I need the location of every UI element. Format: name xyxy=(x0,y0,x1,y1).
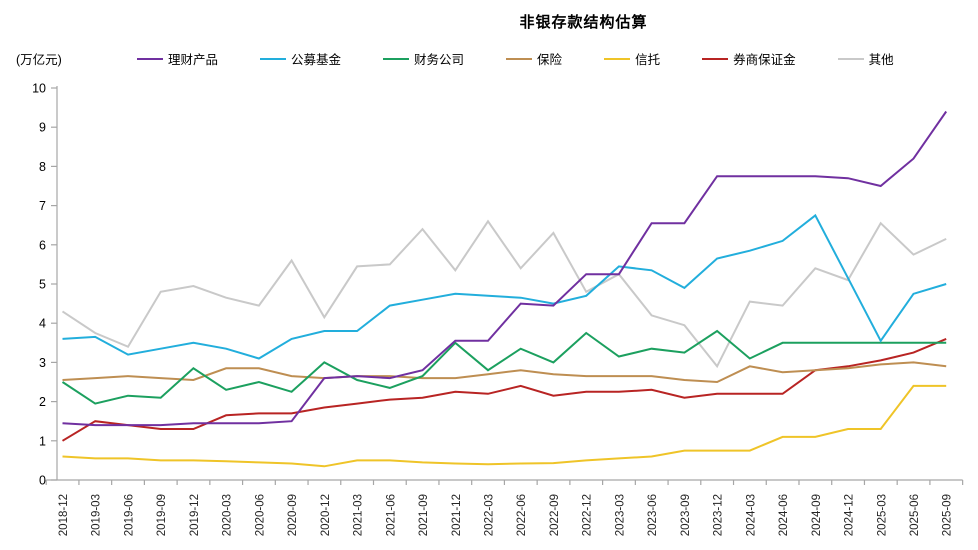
x-tick-label: 2019-03 xyxy=(91,494,103,536)
series-line-理财产品 xyxy=(62,110,948,427)
x-tick-label: 2019-06 xyxy=(123,494,135,536)
x-tick-label: 2022-12 xyxy=(582,494,594,536)
series-line-其他 xyxy=(61,219,947,369)
series-line-信托 xyxy=(62,384,947,468)
x-tick-label: 2023-03 xyxy=(614,494,626,536)
x-tick-label: 2019-09 xyxy=(156,494,168,536)
y-tick-label: 9 xyxy=(39,121,46,135)
x-tick-label: 2023-12 xyxy=(713,494,725,536)
legend-item-5: 券商保证金 xyxy=(702,49,796,68)
legend-line-swatch xyxy=(604,57,631,60)
legend-label: 其他 xyxy=(868,53,894,67)
x-tick-label: 2020-12 xyxy=(320,494,332,536)
x-tick-label: 2025-06 xyxy=(909,494,921,536)
series-lines xyxy=(61,110,948,468)
x-tick-label: 2018-12 xyxy=(58,494,70,536)
legend-label: 财务公司 xyxy=(414,53,465,67)
legend-line-swatch xyxy=(837,57,864,60)
x-tick-label: 2021-09 xyxy=(418,494,430,536)
y-axis: 0 1 2 3 4 5 6 7 8 9 10 xyxy=(32,82,58,488)
series-line-保险 xyxy=(62,361,947,384)
legend: 理财产品 公募基金 财务公司 保险 信托 券商保证金 其他 xyxy=(137,49,894,68)
x-tick-label: 2021-12 xyxy=(451,494,463,536)
x-tick-label: 2019-12 xyxy=(189,494,201,536)
legend-line-swatch xyxy=(702,57,729,60)
y-tick-label: 0 xyxy=(39,474,46,488)
legend-label: 理财产品 xyxy=(168,53,219,67)
y-tick-label: 7 xyxy=(39,199,46,213)
x-tick-label: 2025-09 xyxy=(942,494,954,536)
x-tick-label: 2021-06 xyxy=(385,494,397,536)
legend-item-6: 其他 xyxy=(837,49,894,68)
y-tick-label: 6 xyxy=(39,238,46,252)
y-tick-label: 3 xyxy=(39,356,46,370)
x-tick-label: 2021-03 xyxy=(353,494,365,536)
legend-item-4: 信托 xyxy=(604,49,660,68)
x-tick-label: 2024-12 xyxy=(844,494,856,536)
series-line-财务公司 xyxy=(61,329,947,405)
legend-line-swatch xyxy=(260,57,287,60)
x-tick-label: 2024-03 xyxy=(745,494,757,536)
y-tick-label: 4 xyxy=(39,317,46,331)
y-tick-label: 8 xyxy=(39,160,46,174)
legend-label: 信托 xyxy=(635,53,661,67)
y-axis-unit-label: (万亿元) xyxy=(16,53,62,67)
series-line-券商保证金 xyxy=(61,337,947,442)
y-tick-label: 10 xyxy=(32,82,46,96)
legend-item-1: 公募基金 xyxy=(260,49,341,68)
x-tick-label: 2022-06 xyxy=(516,494,528,536)
x-tick-label: 2020-06 xyxy=(254,494,266,536)
series-line-公募基金 xyxy=(62,213,947,360)
x-tick-label: 2022-09 xyxy=(549,494,561,536)
y-tick-label: 5 xyxy=(39,278,46,292)
x-tick-label: 2020-03 xyxy=(222,494,234,536)
x-tick-label: 2024-06 xyxy=(778,494,790,536)
x-tick-label: 2023-06 xyxy=(647,494,659,536)
legend-item-2: 财务公司 xyxy=(383,49,464,68)
y-tick-label: 1 xyxy=(39,434,46,448)
x-tick-label: 2023-09 xyxy=(680,494,692,536)
legend-line-swatch xyxy=(383,57,410,60)
legend-item-3: 保险 xyxy=(506,49,562,68)
x-tick-label: 2025-03 xyxy=(876,494,888,536)
legend-line-swatch xyxy=(137,57,163,60)
legend-label: 券商保证金 xyxy=(733,53,796,67)
x-tick-label: 2022-03 xyxy=(483,494,495,536)
y-tick-label: 2 xyxy=(39,395,46,409)
legend-label: 保险 xyxy=(537,53,563,67)
legend-line-swatch xyxy=(506,57,533,60)
legend-label: 公募基金 xyxy=(291,53,342,67)
legend-item-0: 理财产品 xyxy=(137,49,218,68)
chart-title: 非银存款结构估算 xyxy=(519,14,648,31)
x-tick-label: 2020-09 xyxy=(287,494,299,536)
x-tick-label: 2024-09 xyxy=(811,494,823,536)
x-axis: 2018-12 2019-03 2019-06 2019-09 2019-12 2020-… xyxy=(45,479,964,536)
